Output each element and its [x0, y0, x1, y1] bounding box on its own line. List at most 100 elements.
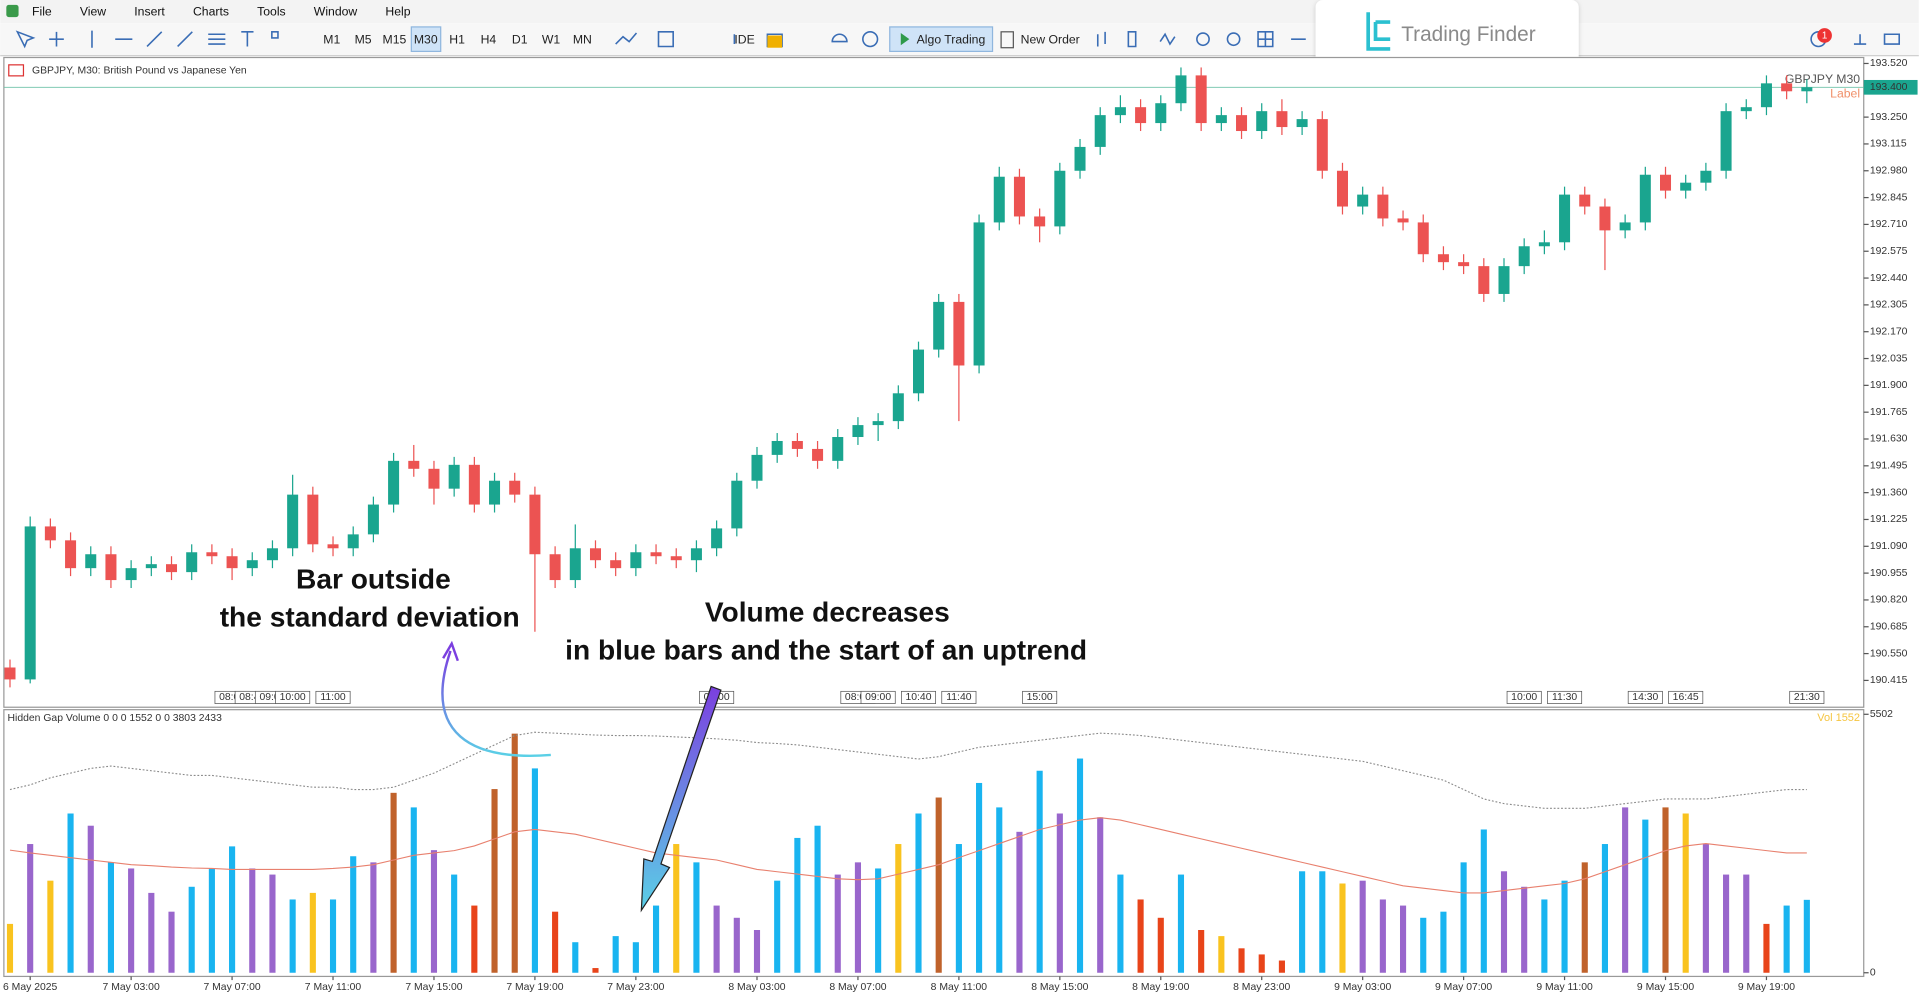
candle-body: [771, 440, 783, 455]
menu-item[interactable]: Insert: [134, 4, 165, 18]
candle-body: [226, 556, 238, 569]
candle-body: [1074, 146, 1086, 171]
candle-body: [529, 494, 541, 555]
volume-bar: [1258, 954, 1265, 973]
candle-body: [1276, 111, 1288, 128]
candle-body: [1236, 115, 1248, 132]
x-tick-label: 9 May 15:00: [1637, 982, 1694, 993]
time-marker: 10:00: [280, 692, 306, 703]
selected-timeframe[interactable]: [410, 26, 442, 53]
volume-bar: [1723, 874, 1730, 973]
candle-body: [690, 548, 702, 561]
candle-body: [166, 564, 178, 573]
last-price-label: 193.400: [1870, 82, 1908, 93]
candle-body: [509, 480, 521, 495]
x-tick-label: 8 May 07:00: [829, 982, 886, 993]
time-marker: 08:45: [239, 692, 265, 703]
menu-item[interactable]: Window: [314, 4, 358, 18]
label-text: Label: [1830, 86, 1860, 100]
volume-bar: [47, 880, 54, 973]
volume-bar: [1399, 905, 1407, 973]
time-marker: 15:00: [1027, 692, 1053, 703]
volume-bar: [592, 968, 599, 973]
menu-item[interactable]: View: [80, 4, 106, 18]
timeframe-button[interactable]: H4: [481, 33, 497, 47]
volume-bar: [612, 936, 619, 973]
indicator-line: [9, 817, 1807, 894]
ide-label[interactable]: IDE: [734, 33, 754, 47]
y-tick-label: 190.955: [1870, 568, 1908, 579]
candle-body: [1256, 111, 1268, 132]
candle-body: [1538, 242, 1550, 247]
new-order-label[interactable]: New Order: [1021, 33, 1080, 47]
candle-body: [953, 301, 965, 366]
volume-bar: [1521, 886, 1528, 973]
timeframe-button[interactable]: D1: [512, 33, 528, 47]
volume-bar: [67, 813, 74, 973]
timeframe-button[interactable]: M15: [383, 33, 407, 47]
menu-item[interactable]: File: [32, 4, 52, 18]
volume-bar: [309, 892, 316, 973]
timeframe-button[interactable]: M5: [355, 33, 372, 47]
volume-bar: [976, 782, 983, 973]
volume-bar: [1561, 880, 1568, 973]
timeframe-button[interactable]: M1: [323, 33, 340, 47]
notification-badge: [1817, 28, 1832, 43]
algo-label[interactable]: Algo Trading: [917, 33, 986, 47]
volume-bar: [1601, 844, 1609, 973]
indicator-label: Vol 1552: [1817, 712, 1860, 724]
volume-bar: [1642, 819, 1649, 973]
y-tick-label: 193.520: [1870, 58, 1908, 69]
x-tick-label: 9 May 03:00: [1334, 982, 1391, 993]
timeframe-button[interactable]: H1: [449, 33, 465, 47]
app-icon: [6, 4, 19, 18]
y-tick-label: 190.415: [1870, 675, 1908, 686]
timeframe-button[interactable]: W1: [542, 33, 561, 47]
menu-item[interactable]: Charts: [193, 4, 229, 18]
volume-bar: [935, 797, 942, 973]
timeframe-button[interactable]: M30: [414, 33, 438, 47]
candle-body: [589, 548, 601, 561]
y-tick-label: 192.710: [1870, 219, 1908, 230]
volume-bar: [915, 813, 922, 973]
candle-body: [1034, 216, 1046, 227]
volume-bar: [733, 917, 740, 973]
candle-body: [1720, 111, 1732, 171]
shapes-icon[interactable]: [271, 31, 279, 39]
menu-item[interactable]: Tools: [257, 4, 286, 18]
menu-item[interactable]: Help: [385, 4, 410, 18]
curved-arrow: [441, 650, 551, 757]
candle-body: [892, 393, 904, 422]
y-tick-label: 192.440: [1870, 273, 1908, 284]
volume-bar: [1743, 874, 1750, 973]
candle-body: [731, 480, 743, 529]
indicator-title: Hidden Gap Volume 0 0 0 1552 0 0 3803 24…: [8, 713, 223, 724]
x-tick-label: 8 May 11:00: [931, 982, 988, 993]
drawing-icons[interactable]: [91, 30, 254, 48]
candle-body: [347, 534, 359, 549]
candle-body: [1155, 103, 1167, 124]
candle-body: [993, 176, 1005, 223]
badge-count: 1: [1822, 31, 1827, 42]
volume-bar: [1379, 899, 1386, 973]
x-tick-label: 7 May 23:00: [607, 982, 664, 993]
cursor-icon[interactable]: [15, 30, 36, 49]
annotation-line: Volume decreases: [705, 597, 950, 628]
volume-bar: [471, 905, 478, 973]
volume-bar: [370, 862, 377, 973]
last-price-box: [1863, 79, 1918, 95]
timeframe-button[interactable]: MN: [573, 33, 592, 47]
time-marker-box: [275, 690, 311, 704]
candle-body: [933, 301, 945, 350]
volume-bar: [1763, 923, 1770, 973]
volume-bar: [390, 792, 397, 973]
volume-bar: [1440, 911, 1447, 973]
volume-bar: [693, 862, 700, 973]
candle-body: [1417, 222, 1429, 255]
candle-body: [1296, 119, 1308, 128]
y-tick-label: 190.685: [1870, 622, 1908, 633]
candle-body: [1579, 194, 1591, 207]
crosshair-icon[interactable]: [49, 31, 64, 47]
time-marker-box: [1627, 690, 1663, 704]
volume-bar: [713, 905, 720, 973]
